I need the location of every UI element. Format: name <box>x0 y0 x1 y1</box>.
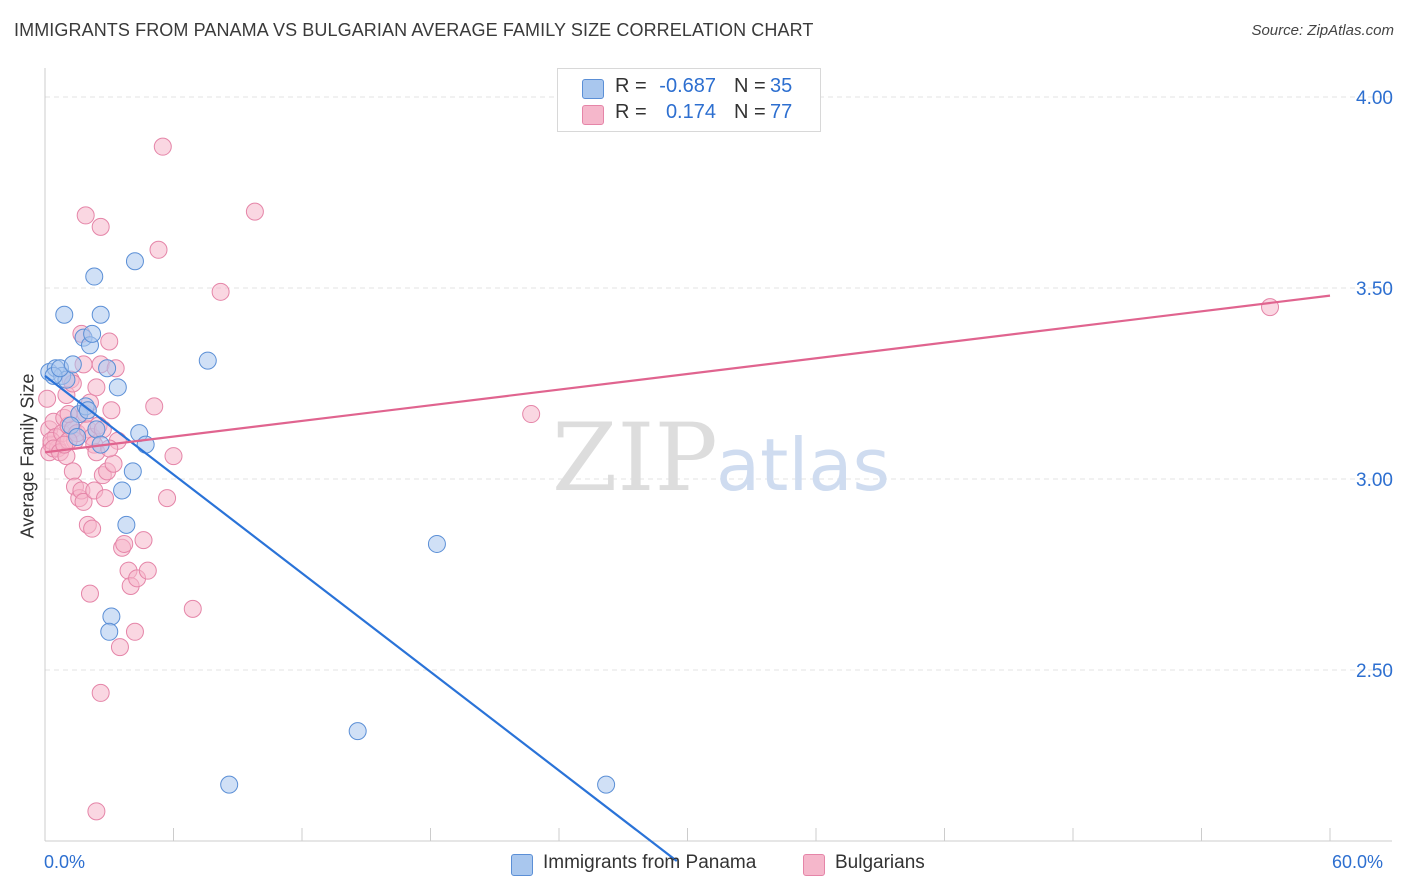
legend-r-label: R = <box>615 101 647 123</box>
watermark: ZIP atlas <box>552 404 890 513</box>
panama-point-12[interactable] <box>91 305 110 324</box>
panama-point-32[interactable] <box>348 722 367 741</box>
series-swatch-panama <box>511 854 533 876</box>
bulgarians-point-69[interactable] <box>91 683 110 702</box>
bulgarians-point-48[interactable] <box>102 401 121 420</box>
legend-swatch-bulgarians <box>582 105 604 125</box>
bulgarians-point-54[interactable] <box>115 534 134 553</box>
panama-point-30[interactable] <box>198 351 217 370</box>
bulgarians-point-66[interactable] <box>183 599 202 618</box>
y-tick-label-0: 2.50 <box>1356 661 1393 682</box>
legend-r-value: 0.174 <box>665 101 716 123</box>
series-label-panama: Immigrants from Panama <box>543 852 757 873</box>
panama-point-31[interactable] <box>220 775 239 794</box>
y-tick-labels: 2.50 3.00 3.50 4.00 <box>1356 88 1393 682</box>
bulgarians-point-52[interactable] <box>110 638 129 657</box>
chart-title: IMMIGRANTS FROM PANAMA VS BULGARIAN AVER… <box>14 20 814 40</box>
legend-r-value: -0.687 <box>659 75 716 97</box>
legend-row-bulgarians: R = 0.174 N = 77 <box>558 101 820 127</box>
bulgarians-point-32[interactable] <box>63 462 82 481</box>
y-tick-label-3: 4.00 <box>1356 88 1393 109</box>
watermark-atlas: atlas <box>716 423 890 507</box>
bulgarians-point-37[interactable] <box>76 206 95 225</box>
series-legend: Immigrants from Panama Bulgarians <box>0 852 1406 878</box>
series-label-bulgarians: Bulgarians <box>835 852 925 873</box>
trend-line-panama <box>44 374 678 862</box>
bulgarians-point-60[interactable] <box>138 561 157 580</box>
panama-points <box>40 252 616 794</box>
bulgarians-point-36[interactable] <box>74 492 93 511</box>
legend-r-label: R = <box>615 75 647 97</box>
source-note: Source: ZipAtlas.com <box>1251 22 1394 39</box>
panama-point-33[interactable] <box>427 534 446 553</box>
bulgarians-point-68[interactable] <box>245 202 264 221</box>
panama-point-10[interactable] <box>83 324 102 343</box>
grid-lines <box>45 96 1392 671</box>
trend-line-bulgarians <box>44 294 1331 454</box>
bulgarians-point-42[interactable] <box>87 378 106 397</box>
panama-point-24[interactable] <box>102 607 121 626</box>
panama-point-25[interactable] <box>100 622 119 641</box>
bulgarians-point-64[interactable] <box>158 489 177 508</box>
panama-point-22[interactable] <box>113 481 132 500</box>
bulgarians-point-45[interactable] <box>95 489 114 508</box>
y-axis-label: Average Family Size <box>17 373 38 539</box>
panama-point-21[interactable] <box>108 378 127 397</box>
bulgarians-point-0[interactable] <box>38 389 57 408</box>
bulgarians-point-39[interactable] <box>80 584 99 603</box>
panama-point-7[interactable] <box>63 355 82 374</box>
trend-lines <box>44 294 1331 862</box>
bulgarians-point-43[interactable] <box>91 217 110 236</box>
bulgarians-point-49[interactable] <box>104 454 123 473</box>
bulgarians-point-57[interactable] <box>125 622 144 641</box>
bulgarians-point-75[interactable] <box>522 405 541 424</box>
bulgarians-point-47[interactable] <box>100 332 119 351</box>
y-tick-label-1: 3.00 <box>1356 470 1393 491</box>
bulgarians-point-59[interactable] <box>134 531 153 550</box>
x-tick-label-max: 60.0% <box>1332 852 1384 872</box>
legend-n-value: 77 <box>770 101 793 123</box>
bulgarians-point-63[interactable] <box>153 137 172 156</box>
bulgarians-point-40[interactable] <box>83 519 102 538</box>
bulgarians-point-62[interactable] <box>149 240 168 259</box>
legend-n-label: N = <box>734 75 766 97</box>
legend-row-panama: R = -0.687 N = 35 <box>558 75 820 101</box>
stats-legend: R = -0.687 N = 35 R = 0.174 N = 77 <box>557 68 821 132</box>
panama-point-29[interactable] <box>125 252 144 271</box>
panama-point-18[interactable] <box>87 420 106 439</box>
bulgarians-point-67[interactable] <box>211 282 230 301</box>
panama-point-26[interactable] <box>123 462 142 481</box>
panama-point-23[interactable] <box>117 515 136 534</box>
x-tick-label-min: 0.0% <box>44 852 86 872</box>
y-tick-label-2: 3.50 <box>1356 279 1393 300</box>
watermark-zip: ZIP <box>552 404 718 513</box>
bulgarians-point-61[interactable] <box>145 397 164 416</box>
bulgarians-point-65[interactable] <box>164 447 183 466</box>
panama-point-17[interactable] <box>68 427 87 446</box>
series-swatch-bulgarians <box>803 854 825 876</box>
panama-point-34[interactable] <box>597 775 616 794</box>
bulgarians-point-70[interactable] <box>87 802 106 821</box>
legend-n-label: N = <box>734 101 766 123</box>
legend-swatch-panama <box>582 79 604 99</box>
panama-point-6[interactable] <box>55 305 74 324</box>
panama-point-20[interactable] <box>98 359 117 378</box>
legend-n-value: 35 <box>770 75 793 97</box>
panama-point-11[interactable] <box>85 267 104 286</box>
